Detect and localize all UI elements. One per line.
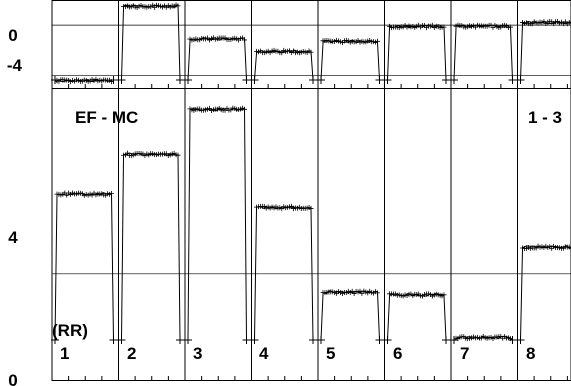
bottom-y-tick-label-0: 0	[8, 371, 17, 386]
top-point-4-28	[308, 49, 314, 55]
bottom-frame	[51, 88, 571, 381]
segment-label-4: 4	[259, 344, 269, 363]
top-trace-2	[121, 3, 181, 81]
top-trace-7	[453, 24, 513, 81]
top-y-tick-label-0: 0	[8, 26, 17, 45]
top-trace-5	[320, 39, 380, 81]
top-end-marker-3-0	[184, 76, 192, 84]
top-point-8-25	[568, 19, 571, 25]
annotation-rr: (RR)	[52, 321, 88, 340]
segment-label-6: 6	[393, 344, 402, 363]
bottom-trace-4	[254, 205, 314, 341]
top-end-marker-1-1	[109, 76, 118, 84]
top-end-marker-5-1	[375, 76, 384, 84]
bottom-trace-5	[320, 290, 380, 341]
segment-label-1: 1	[60, 344, 69, 363]
top-end-marker-3-1	[242, 76, 251, 84]
bottom-point-8-25	[568, 245, 571, 251]
top-end-marker-2-1	[176, 76, 184, 84]
bottom-end-marker-6-0	[383, 336, 392, 344]
bottom-point-4-28	[308, 205, 314, 211]
bottom-end-marker-7-1	[508, 336, 517, 344]
top-end-marker-7-0	[450, 76, 458, 84]
bottom-end-marker-2-1	[176, 336, 184, 344]
top-trace-8	[520, 20, 571, 81]
top-point-2-28	[175, 3, 181, 9]
segment-label-7: 7	[460, 344, 469, 363]
top-trace-3	[187, 36, 247, 81]
bottom-point-6-28	[441, 292, 447, 298]
bottom-end-marker-1-0	[51, 336, 59, 344]
bottom-trace-3	[187, 106, 247, 341]
top-point-5-28	[375, 38, 380, 44]
top-end-marker-1-0	[51, 76, 59, 84]
bottom-point-1-28	[109, 190, 114, 196]
top-end-marker-7-1	[508, 76, 517, 84]
bottom-end-marker-5-1	[375, 336, 384, 344]
top-panel	[51, 0, 571, 89]
segment-label-3: 3	[193, 344, 202, 363]
bottom-y-tick-label-4: 4	[8, 228, 18, 247]
top-end-marker-8-0	[516, 76, 525, 84]
bottom-trace-8	[520, 245, 571, 341]
top-point-7-28	[508, 24, 513, 30]
annotation-ef-mc: EF - MC	[75, 108, 138, 127]
bottom-end-marker-5-0	[317, 336, 325, 344]
bottom-trace-2	[121, 152, 181, 341]
bottom-end-marker-1-1	[109, 336, 118, 344]
top-end-marker-6-1	[442, 76, 450, 84]
top-end-marker-4-0	[250, 76, 259, 84]
segment-label-5: 5	[326, 344, 335, 363]
top-end-marker-2-0	[117, 76, 126, 84]
top-trace-6	[387, 23, 447, 81]
bottom-end-marker-6-1	[442, 336, 450, 344]
top-end-marker-5-0	[317, 76, 325, 84]
top-y-tick-label-neg4: -4	[7, 56, 23, 75]
bottom-end-marker-4-0	[250, 336, 259, 344]
top-point-6-28	[441, 24, 447, 30]
bottom-end-marker-3-1	[242, 336, 251, 344]
top-end-marker-4-1	[309, 76, 317, 84]
bottom-panel	[51, 88, 571, 381]
segment-label-2: 2	[127, 344, 136, 363]
top-end-marker-6-0	[383, 76, 392, 84]
bottom-end-marker-2-0	[117, 336, 126, 344]
bottom-end-marker-4-1	[309, 336, 317, 344]
bottom-end-marker-8-0	[516, 336, 525, 344]
bottom-point-5-28	[375, 290, 380, 296]
bottom-trace-1	[54, 192, 114, 341]
bottom-trace-6	[387, 292, 447, 341]
bottom-point-2-28	[175, 152, 181, 158]
annotation-1-3: 1 - 3	[528, 108, 562, 127]
bottom-point-3-28	[242, 106, 247, 112]
segment-label-8: 8	[526, 344, 535, 363]
top-point-3-28	[242, 37, 247, 43]
bottom-end-marker-7-0	[450, 336, 458, 344]
bottom-end-marker-3-0	[184, 336, 192, 344]
